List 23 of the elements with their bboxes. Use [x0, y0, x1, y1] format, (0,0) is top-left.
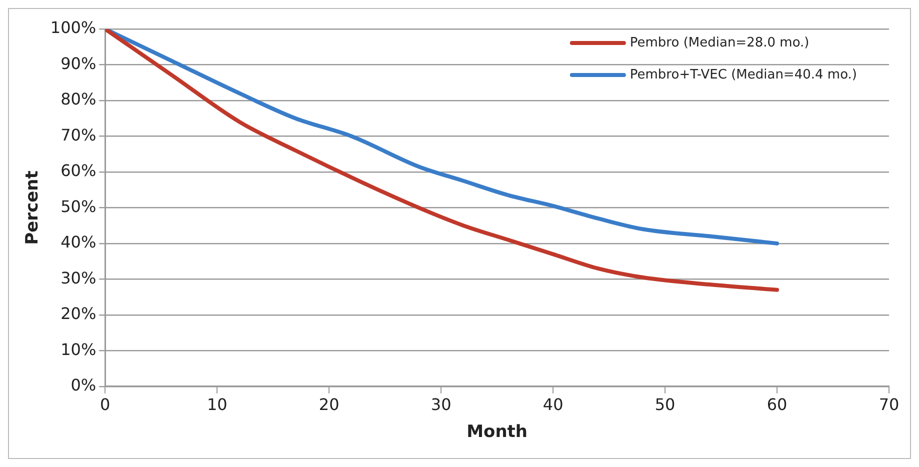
x-tick-label: 40 — [542, 395, 564, 414]
y-tick-label: 20% — [60, 304, 96, 324]
x-tick-label: 30 — [430, 395, 452, 414]
y-tick-label: 10% — [60, 340, 96, 359]
y-tick-label: 50% — [60, 196, 96, 216]
y-tick-label: 0% — [70, 376, 96, 395]
y-tick-label: 70% — [60, 125, 96, 144]
y-tick-label: 60% — [60, 161, 96, 180]
x-tick-label: 60 — [766, 395, 788, 414]
x-axis-title: Month — [466, 422, 528, 442]
x-tick-label: 20 — [318, 395, 340, 414]
legend-label: Pembro+T-VEC (Median=40.4 mo.) — [630, 67, 858, 82]
x-tick-label: 10 — [206, 395, 228, 414]
x-tick-label: 0 — [100, 395, 110, 414]
y-tick-label: 100% — [50, 18, 96, 38]
y-axis-title: Percent — [22, 170, 43, 245]
x-tick-label: 70 — [878, 395, 900, 414]
x-tick-label: 50 — [654, 395, 676, 414]
y-tick-label: 80% — [60, 90, 96, 109]
legend-label: Pembro (Median=28.0 mo.) — [630, 35, 810, 50]
y-tick-label: 90% — [60, 54, 96, 73]
y-tick-label: 40% — [60, 232, 96, 252]
y-tick-label: 30% — [60, 268, 96, 288]
